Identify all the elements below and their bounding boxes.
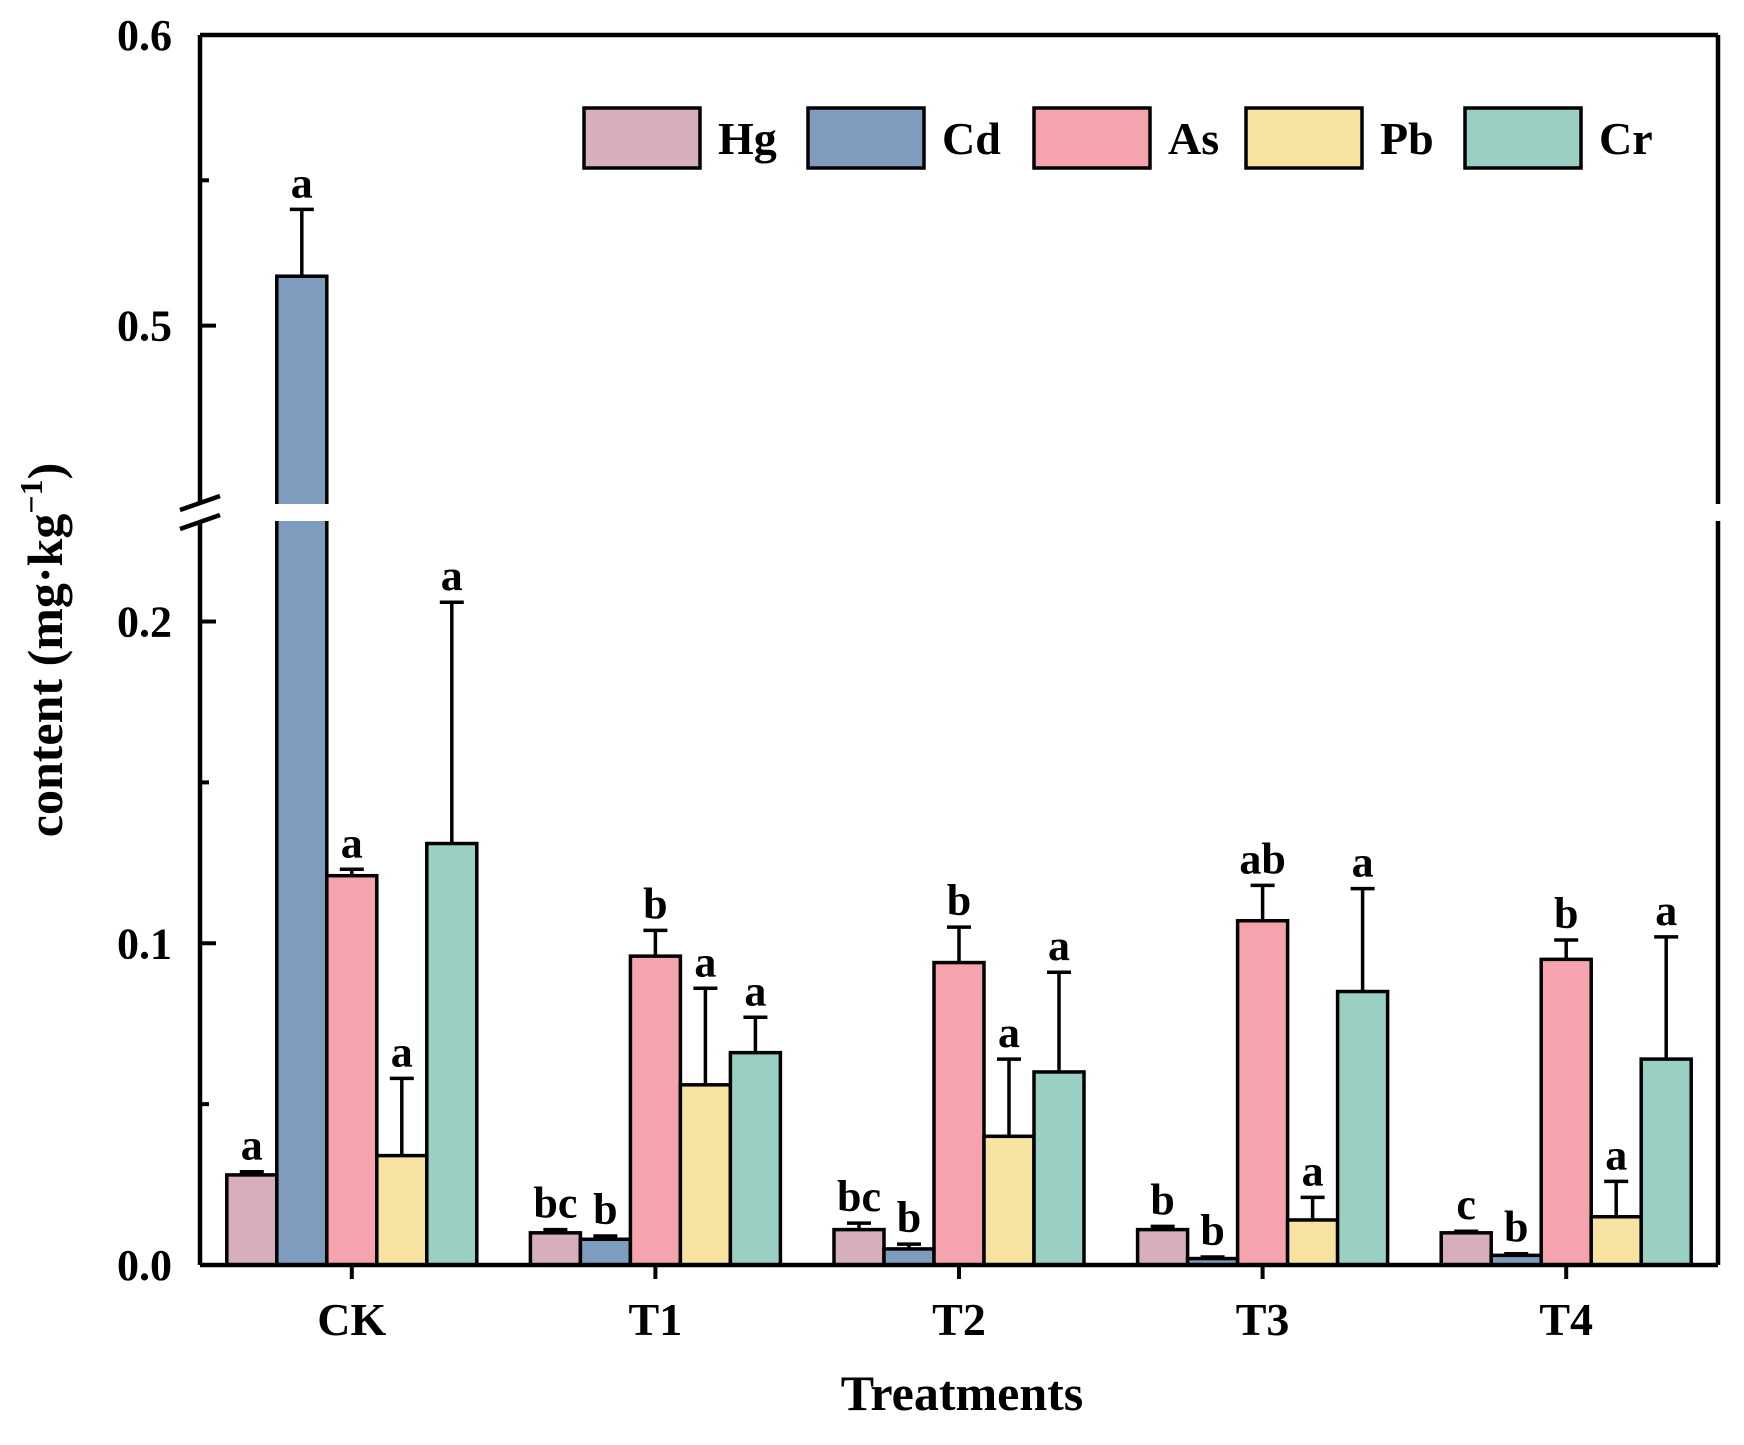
sig-label-pb-t1: a — [694, 937, 716, 986]
legend-label-hg: Hg — [718, 113, 777, 164]
legend-swatch-as — [1032, 106, 1152, 170]
bar-as-ck — [325, 873, 379, 1267]
bar-as-t1 — [628, 954, 683, 1267]
sig-label-as-t3: ab — [1239, 834, 1285, 883]
bar-as-t3 — [1235, 918, 1290, 1267]
sig-label-hg-t4: c — [1456, 1180, 1476, 1229]
sig-label-as-t1: b — [643, 879, 667, 928]
axis-break-mark — [179, 512, 221, 532]
x-tick-label-t2: T2 — [932, 1294, 986, 1345]
legend-label-cr: Cr — [1599, 113, 1653, 164]
sig-label-pb-t3: a — [1302, 1146, 1324, 1195]
y-axis-title-close: ) — [17, 463, 73, 480]
bar-as-t2 — [932, 960, 986, 1267]
y-axis-title-main: content (mg·kg — [17, 514, 73, 838]
legend-swatch-cd — [806, 106, 926, 170]
sig-label-hg-t1: bc — [533, 1179, 577, 1228]
sig-label-hg-ck: a — [241, 1121, 263, 1170]
bar-hg-t1 — [528, 1231, 583, 1267]
sig-label-cr-t3: a — [1352, 838, 1374, 887]
legend-label-pb: Pb — [1380, 113, 1434, 164]
sig-label-as-ck: a — [341, 818, 363, 867]
bars-layer — [225, 207, 1693, 1267]
y-axis-title: content (mg·kg−1) — [13, 463, 73, 837]
y-tick-label: 0.5 — [117, 302, 172, 351]
bar-cd-t2 — [882, 1247, 936, 1267]
axis-break-mark — [179, 493, 221, 513]
bar-cr-ck — [425, 841, 479, 1267]
sig-label-hg-t2: bc — [837, 1172, 881, 1221]
bar-hg-t2 — [832, 1227, 886, 1267]
sig-label-cd-t2: b — [897, 1193, 921, 1242]
legend-swatch-pb — [1244, 106, 1364, 170]
sig-label-cd-ck: a — [291, 158, 313, 207]
bar-pb-t4 — [1589, 1214, 1643, 1267]
x-tick-label-t4: T4 — [1539, 1294, 1593, 1345]
sig-label-cd-t3: b — [1200, 1206, 1224, 1255]
sig-label-hg-t3: b — [1150, 1175, 1174, 1224]
bar-cr-t2 — [1032, 1070, 1086, 1267]
legend-swatch-hg — [582, 106, 702, 170]
y-axis-title-superscript: −1 — [13, 479, 49, 513]
legend-label-as: As — [1168, 113, 1219, 164]
sig-label-pb-t2: a — [998, 1008, 1020, 1057]
sig-label-as-t2: b — [947, 876, 971, 925]
y-tick-label: 0.0 — [117, 1241, 172, 1290]
sig-label-cr-t4: a — [1655, 886, 1677, 935]
bar-as-t4 — [1539, 957, 1593, 1267]
bar-hg-t3 — [1135, 1227, 1190, 1267]
sig-label-pb-ck: a — [391, 1027, 413, 1076]
sig-label-cr-t1: a — [744, 966, 766, 1015]
bar-cd-ck — [275, 274, 329, 1267]
bar-cd-t1 — [578, 1237, 633, 1267]
sig-label-as-t4: b — [1554, 889, 1578, 938]
bar-cr-t1 — [728, 1050, 783, 1267]
x-tick-label-ck: CK — [317, 1294, 386, 1345]
sig-label-pb-t4: a — [1605, 1130, 1627, 1179]
legend-label-cd: Cd — [942, 113, 1001, 164]
sig-label-cr-t2: a — [1048, 921, 1070, 970]
bar-pb-ck — [375, 1153, 429, 1267]
x-tick-label-t1: T1 — [629, 1294, 683, 1345]
bar-hg-t4 — [1439, 1231, 1493, 1267]
bar-pb-t2 — [982, 1134, 1036, 1267]
legend: Hg Cd As Pb Cr — [582, 106, 1653, 170]
x-tick-label-t3: T3 — [1236, 1294, 1290, 1345]
bar-cr-t3 — [1335, 989, 1390, 1267]
legend-swatch-cr — [1463, 106, 1583, 170]
sig-label-cd-t4: b — [1504, 1203, 1528, 1252]
bar-hg-ck — [225, 1173, 279, 1267]
y-tick-label: 0.1 — [117, 919, 172, 968]
axes-layer — [179, 32, 1722, 1279]
bar-cr-t4 — [1639, 1057, 1693, 1267]
sig-label-cd-t1: b — [593, 1185, 617, 1234]
x-axis-title: Treatments — [841, 1365, 1084, 1421]
bar-pb-t3 — [1285, 1218, 1340, 1267]
bar-pb-t1 — [678, 1083, 733, 1267]
sig-label-cr-ck: a — [441, 551, 463, 600]
y-tick-label: 0.2 — [117, 598, 172, 647]
y-tick-label: 0.6 — [117, 11, 172, 60]
axis-break-gap — [180, 504, 1722, 521]
